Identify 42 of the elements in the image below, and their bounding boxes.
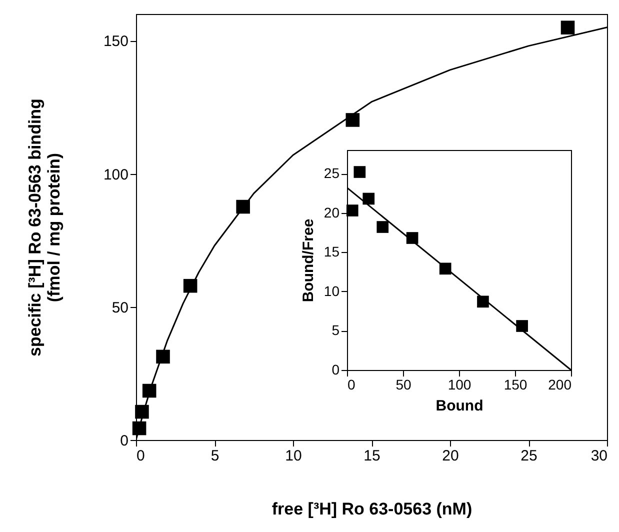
y-axis-title: Bound/Free <box>300 218 317 302</box>
point <box>132 421 146 436</box>
y-axis-title: specific [³H] Ro 63-0563 binding (fmol / mg protein) <box>25 98 64 356</box>
y-tick-label: 25 <box>324 165 340 182</box>
x-axis-title: Bound <box>436 398 484 414</box>
y-tick-label: 20 <box>324 204 340 220</box>
point <box>376 221 389 233</box>
x-tick-label: 10 <box>285 448 302 464</box>
point <box>354 166 366 178</box>
point <box>477 296 489 308</box>
x-tick-label: 0 <box>348 376 356 392</box>
point <box>560 20 575 34</box>
point <box>142 384 156 398</box>
x-axis-title: free [³H] Ro 63-0563 (nM) <box>272 500 472 518</box>
point <box>135 404 149 419</box>
y-tick-label: 150 <box>103 33 128 50</box>
point <box>346 113 360 127</box>
x-tick-label: 25 <box>520 448 538 464</box>
y-tick-label: 0 <box>120 432 128 450</box>
x-tick-label: 0 <box>136 448 145 464</box>
point <box>362 192 375 205</box>
point <box>439 262 452 275</box>
y-tick-label: 15 <box>324 244 340 260</box>
point <box>183 278 198 293</box>
point <box>346 204 358 216</box>
y-tick-label: 100 <box>103 166 128 184</box>
y-tick-label: 0 <box>332 362 340 378</box>
x-tick-label: 100 <box>448 376 472 392</box>
x-tick-label: 30 <box>590 448 608 464</box>
y-tick-label: 5 <box>332 322 340 338</box>
x-tick-label: 20 <box>442 448 459 464</box>
x-tick-label: 50 <box>396 376 412 392</box>
point <box>236 200 250 214</box>
x-tick-label: 150 <box>504 376 528 392</box>
y-tick-label: 50 <box>112 299 128 316</box>
x-tick-label: 5 <box>210 448 220 464</box>
point <box>406 232 418 244</box>
point <box>516 320 528 332</box>
x-tick-label: 15 <box>364 448 380 464</box>
point <box>156 350 170 364</box>
x-tick-label: 200 <box>548 376 572 392</box>
y-tick-label: 10 <box>324 282 340 299</box>
